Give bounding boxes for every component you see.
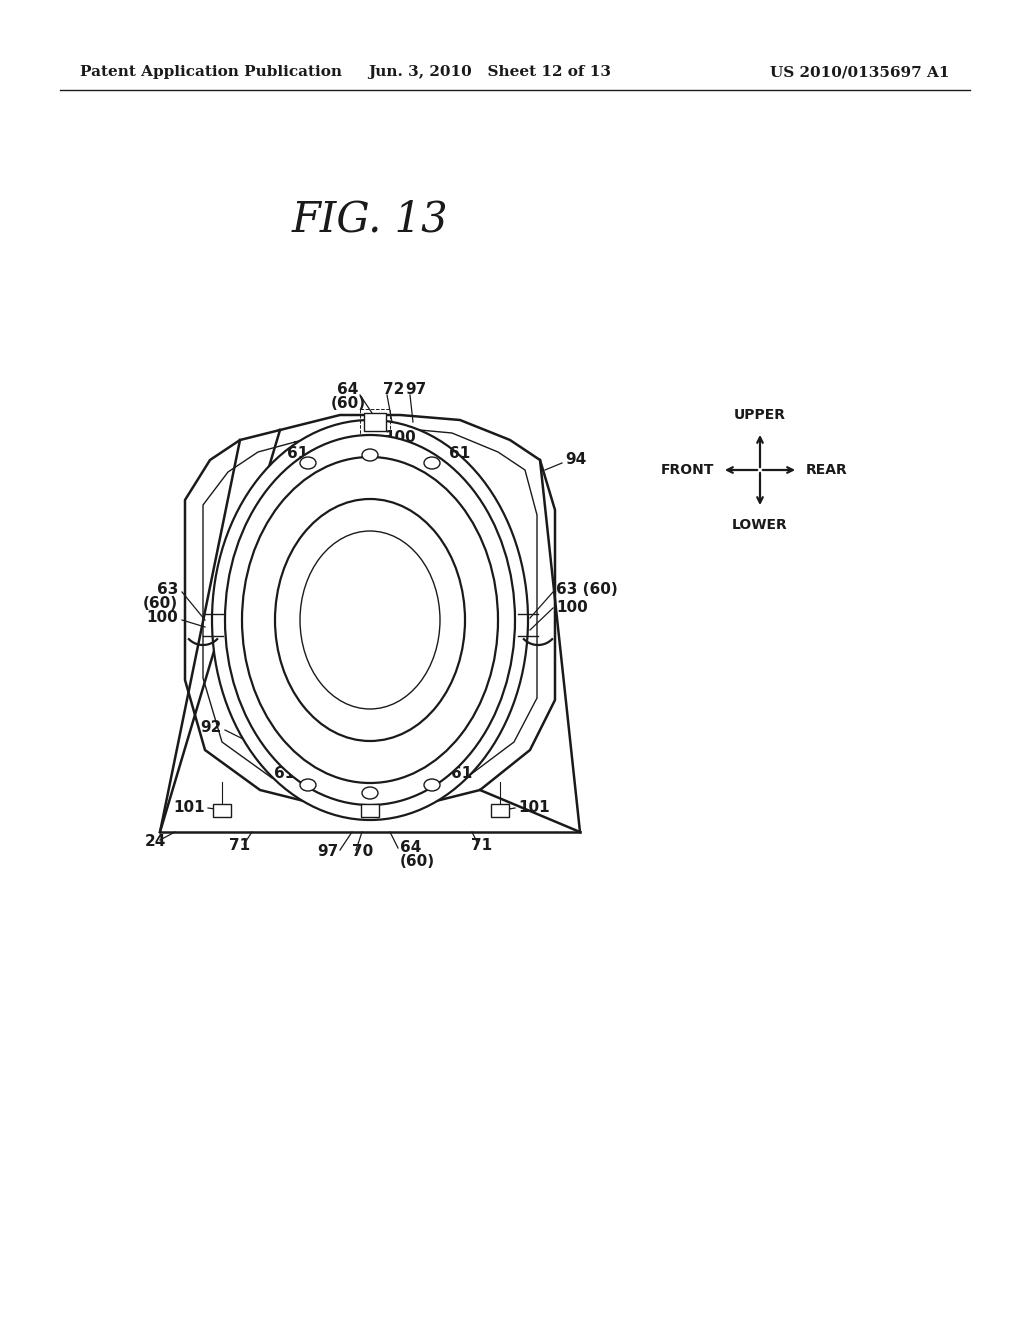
Ellipse shape bbox=[424, 779, 440, 791]
Text: REAR: REAR bbox=[806, 463, 848, 477]
Ellipse shape bbox=[300, 457, 316, 469]
Text: 71: 71 bbox=[229, 838, 251, 854]
Text: 81: 81 bbox=[328, 688, 348, 702]
Text: FIG. 13: FIG. 13 bbox=[292, 199, 449, 242]
Ellipse shape bbox=[300, 779, 316, 791]
Bar bbox=[213, 804, 231, 817]
Text: (60): (60) bbox=[331, 396, 366, 412]
Text: 63 (60): 63 (60) bbox=[556, 582, 617, 598]
Ellipse shape bbox=[225, 436, 515, 805]
Bar bbox=[360, 409, 390, 436]
Text: 94: 94 bbox=[565, 453, 587, 467]
Text: UPPER: UPPER bbox=[734, 408, 786, 422]
Ellipse shape bbox=[212, 420, 528, 820]
Ellipse shape bbox=[242, 457, 498, 783]
Text: US 2010/0135697 A1: US 2010/0135697 A1 bbox=[770, 65, 950, 79]
Text: (60): (60) bbox=[143, 595, 178, 610]
Text: 100: 100 bbox=[556, 599, 588, 615]
Text: 92: 92 bbox=[201, 721, 222, 735]
Text: 61: 61 bbox=[288, 446, 308, 461]
Bar bbox=[361, 804, 379, 817]
Text: 24: 24 bbox=[144, 834, 166, 850]
Text: Jun. 3, 2010   Sheet 12 of 13: Jun. 3, 2010 Sheet 12 of 13 bbox=[369, 65, 611, 79]
Bar bbox=[364, 413, 386, 432]
Bar bbox=[490, 804, 509, 817]
Text: 101: 101 bbox=[173, 800, 205, 816]
Ellipse shape bbox=[275, 499, 465, 741]
Ellipse shape bbox=[424, 457, 440, 469]
Text: 97: 97 bbox=[406, 383, 426, 397]
Text: 71: 71 bbox=[471, 838, 493, 854]
Text: LOWER: LOWER bbox=[732, 517, 787, 532]
Text: 61: 61 bbox=[274, 766, 296, 780]
Ellipse shape bbox=[300, 531, 440, 709]
Text: 100: 100 bbox=[374, 785, 406, 800]
Text: 72: 72 bbox=[383, 383, 404, 397]
Text: (60): (60) bbox=[400, 854, 435, 869]
Text: 97: 97 bbox=[316, 845, 338, 859]
Text: FRONT: FRONT bbox=[660, 463, 714, 477]
Text: 61: 61 bbox=[450, 446, 471, 461]
Text: 63: 63 bbox=[157, 582, 178, 598]
Text: 101: 101 bbox=[518, 800, 550, 816]
Ellipse shape bbox=[362, 787, 378, 799]
Text: 100: 100 bbox=[146, 610, 178, 626]
Text: 70: 70 bbox=[352, 845, 374, 859]
Ellipse shape bbox=[362, 449, 378, 461]
Text: Patent Application Publication: Patent Application Publication bbox=[80, 65, 342, 79]
Text: 64: 64 bbox=[337, 383, 358, 397]
Text: 61: 61 bbox=[452, 766, 473, 780]
Text: 64: 64 bbox=[400, 841, 421, 855]
Text: 100: 100 bbox=[384, 430, 416, 446]
